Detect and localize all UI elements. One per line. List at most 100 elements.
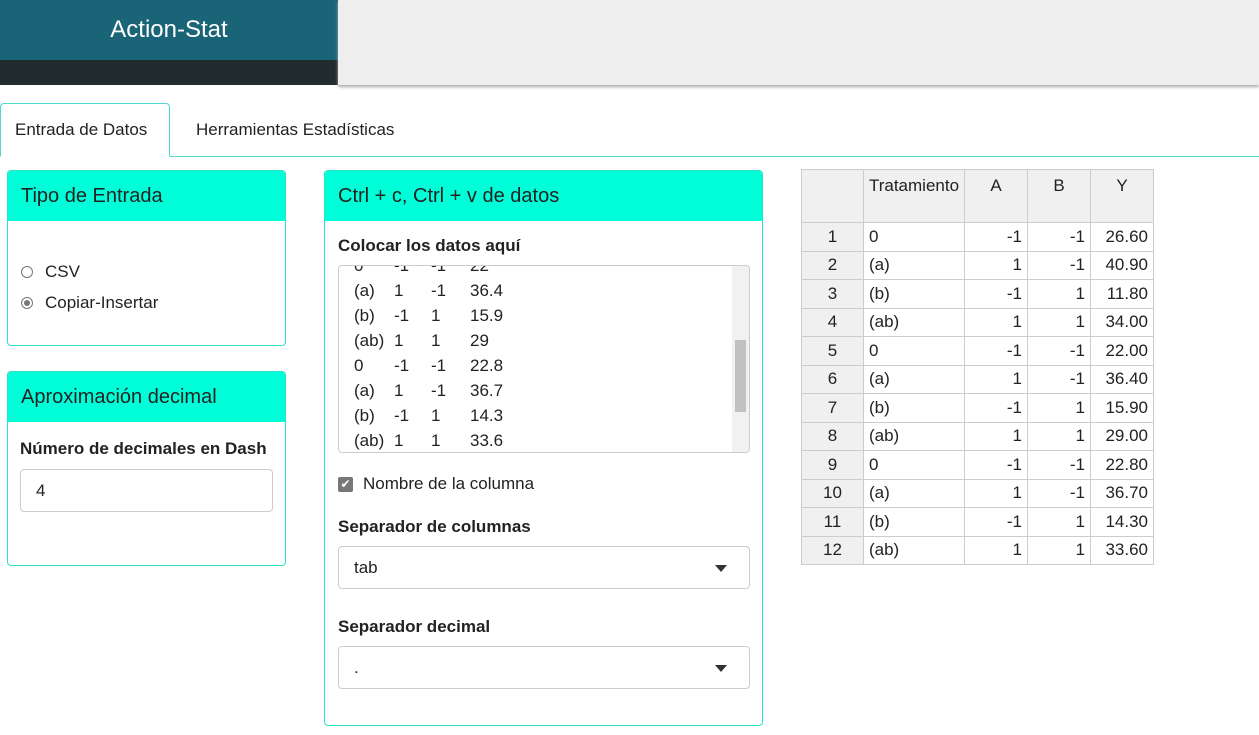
radio-button[interactable] (21, 265, 33, 278)
table-cell: 0 (862, 450, 966, 480)
text-token: 22.8 (470, 356, 504, 375)
tab[interactable]: Entrada de Datos (0, 103, 170, 157)
card-title: Ctrl + c, Ctrl + v de datos (325, 171, 762, 221)
text-token: (a) (354, 381, 375, 400)
table-row: 4 (ab) 1 1 34.00 (801, 307, 1155, 337)
caret (715, 664, 727, 672)
checkbox-label: Nombre de la columna (363, 474, 535, 493)
table-cell: 1 (1027, 421, 1091, 451)
text-token: 1 (431, 431, 441, 450)
table-cell: -1 (1027, 250, 1091, 280)
dropdown-value: . (354, 657, 359, 677)
text-token: 36.7 (470, 381, 504, 400)
dropdown-value: tab (354, 557, 378, 577)
table-cell: 1 (964, 478, 1029, 508)
table-row: 6 (a) 1 -1 36.40 (801, 364, 1155, 394)
text-token: (ab) (354, 331, 385, 350)
row-index: 8 (801, 421, 864, 451)
table-cell: 40.90 (1089, 250, 1155, 280)
table-cell: 1 (1027, 507, 1091, 537)
text-token: -1 (431, 265, 447, 275)
table-cell: 0 (862, 222, 966, 252)
table-cell: -1 (964, 336, 1029, 366)
text-token: 1 (431, 306, 441, 325)
header-row: Tratamiento A B Y (801, 169, 1155, 223)
dropdown[interactable]: tab (338, 546, 750, 589)
row-index: 12 (801, 535, 864, 565)
row-index: 9 (801, 450, 864, 480)
radio-option[interactable]: CSV (21, 256, 285, 287)
radio-label: Copiar-Insertar (45, 292, 159, 312)
table-cell: (b) (862, 393, 966, 423)
text-token: 1 (394, 331, 404, 350)
field-label: Separador de columnas (338, 517, 531, 536)
text-token: 0 (354, 265, 364, 275)
text-token: (b) (354, 406, 375, 425)
table-row: 1 0 -1 -1 26.60 (801, 222, 1155, 252)
table-cell: -1 (1027, 364, 1091, 394)
text-token: 1 (394, 381, 404, 400)
radio-button[interactable] (21, 296, 33, 309)
row-index: 7 (801, 393, 864, 423)
text-token: -1 (431, 281, 447, 300)
table-cell: 11.80 (1089, 279, 1155, 309)
table-cell: (b) (862, 279, 966, 309)
header-cell: A (964, 169, 1029, 223)
field-label: Separador decimal (338, 617, 491, 636)
table-cell: 1 (964, 250, 1029, 280)
table-row: 7 (b) -1 1 15.90 (801, 393, 1155, 423)
scrollbar[interactable] (732, 266, 749, 452)
field-label: Número de decimales en Dash (20, 439, 267, 458)
textarea[interactable]: 0 -1 -1 22 (a) 1 -1 36.4 (b) -1 1 15.9 (ab) 1 1 29 0 -1 -1… (338, 265, 750, 453)
decimal-card: Aproximación decimal Número de decimales… (7, 371, 286, 566)
text-token: 1 (394, 431, 404, 450)
text-token: -1 (431, 381, 447, 400)
scroll-thumb[interactable] (735, 340, 746, 412)
table-cell: 15.90 (1089, 393, 1155, 423)
table-cell: 22.80 (1089, 450, 1155, 480)
text-token: 1 (394, 281, 404, 300)
card-title: Aproximación decimal (8, 372, 285, 422)
row-index: 5 (801, 336, 864, 366)
field-label: Colocar los datos aquí (338, 236, 521, 255)
dropdown[interactable]: . (338, 646, 750, 689)
header-strip (0, 60, 338, 85)
radio-option[interactable]: Copiar-Insertar (21, 287, 285, 318)
table-cell: -1 (1027, 336, 1091, 366)
table-cell: 1 (1027, 393, 1091, 423)
table-cell: 1 (1027, 279, 1091, 309)
table-row: 5 0 -1 -1 22.00 (801, 336, 1155, 366)
table-cell: 26.60 (1089, 222, 1155, 252)
tab-line (0, 156, 1259, 157)
card-title: Tipo de Entrada (8, 171, 285, 221)
text-token: 15.9 (470, 306, 504, 325)
table-cell: 1 (1027, 535, 1091, 565)
text-token: 1 (431, 406, 441, 425)
tab[interactable]: Herramientas Estadísticas (196, 119, 395, 139)
table-row: 9 0 -1 -1 22.80 (801, 450, 1155, 480)
table-row: 3 (b) -1 1 11.80 (801, 279, 1155, 309)
table-cell: 1 (964, 535, 1029, 565)
checkbox[interactable]: ✔ (338, 476, 353, 492)
table-cell: (b) (862, 507, 966, 537)
table-row: 10 (a) 1 -1 36.70 (801, 478, 1155, 508)
row-index: 1 (801, 222, 864, 252)
table-row: 11 (b) -1 1 14.30 (801, 507, 1155, 537)
text-token: (b) (354, 306, 375, 325)
radio-label: CSV (45, 261, 80, 281)
row-index: 6 (801, 364, 864, 394)
number-input[interactable]: 4 (20, 469, 273, 512)
text-token: 0 (354, 356, 364, 375)
text-token: 36.4 (470, 281, 504, 300)
radio-group: CSV Copiar-Insertar (8, 221, 285, 318)
table-cell: (ab) (862, 307, 966, 337)
table-cell: -1 (1027, 478, 1091, 508)
table-cell: (a) (862, 250, 966, 280)
table-cell: -1 (964, 507, 1029, 537)
table-cell: 14.30 (1089, 507, 1155, 537)
table-cell: (a) (862, 364, 966, 394)
row-index: 11 (801, 507, 864, 537)
text-token: 14.3 (470, 406, 504, 425)
paste-card: Ctrl + c, Ctrl + v de datos Colocar los … (324, 170, 763, 726)
